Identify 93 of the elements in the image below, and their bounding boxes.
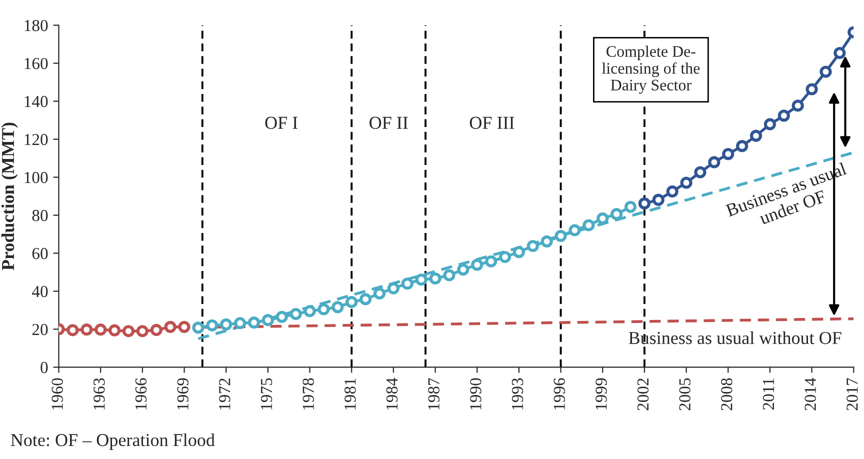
x-tick-label: 2017: [846, 378, 858, 410]
point: [290, 308, 302, 320]
x-tick-label: 1987: [428, 378, 440, 410]
annotation: OF III: [470, 116, 514, 129]
point: [457, 264, 470, 276]
point: [164, 320, 176, 333]
y-tick-label: 0: [40, 362, 48, 374]
y-tick-label: 180: [24, 20, 48, 32]
point: [624, 200, 637, 213]
x-tick-label: 1975: [260, 378, 272, 410]
point: [485, 255, 498, 268]
x-tick-label: 1981: [344, 378, 356, 410]
point: [304, 305, 316, 318]
point: [610, 208, 623, 220]
point: [108, 324, 121, 336]
point: [540, 235, 553, 248]
point: [708, 156, 720, 168]
point: [722, 148, 734, 160]
y-tick-label: 140: [24, 96, 48, 108]
y-tick-label: 20: [32, 324, 48, 336]
point: [582, 219, 595, 232]
point: [834, 46, 846, 60]
point: [401, 278, 414, 290]
x-tick-label: 2002: [637, 378, 649, 410]
point: [234, 317, 246, 330]
text: Note: OF – Operation Flood: [10, 433, 215, 450]
y-tick-label: 40: [32, 286, 48, 298]
y-tick-label: 100: [24, 172, 48, 184]
point: [764, 118, 776, 130]
point: [192, 322, 204, 334]
point: [346, 296, 358, 308]
y-tick-label: 80: [32, 210, 48, 222]
point: [248, 316, 260, 329]
point: [498, 250, 512, 264]
point: [387, 282, 400, 294]
point: [443, 269, 456, 282]
annotation: OF II: [370, 116, 408, 129]
annotation: Complete De- licensing of the Dairy Sector: [602, 46, 700, 94]
point: [136, 325, 148, 338]
point: [680, 176, 692, 189]
point: [778, 110, 790, 122]
y-tick-label: 160: [24, 58, 48, 70]
point: [666, 185, 678, 198]
point: [318, 303, 330, 316]
point: [568, 224, 581, 236]
x-tick-label: 1978: [302, 378, 314, 410]
point: [66, 324, 79, 336]
point: [206, 319, 218, 332]
point: [652, 194, 664, 206]
point: [526, 240, 539, 252]
point: [750, 130, 762, 142]
x-tick-label: 1969: [177, 378, 188, 410]
y-tick-label: 60: [32, 248, 48, 260]
x-tick-label: 2008: [721, 378, 732, 410]
point: [694, 166, 706, 178]
x-tick-label: 2014: [804, 378, 816, 410]
point: [736, 140, 748, 152]
point: [80, 324, 93, 336]
point: [512, 246, 525, 258]
x-tick-label: 2005: [679, 378, 690, 410]
annotation: Business as usual under OF: [725, 162, 848, 225]
x-tick-label: 1960: [52, 378, 63, 410]
y-axis-title: Production (MMT): [1, 122, 18, 270]
point: [262, 314, 274, 326]
point: [792, 100, 804, 112]
x-tick-label: 1984: [386, 378, 398, 410]
point: [373, 287, 386, 300]
point: [178, 320, 190, 333]
annotation: OF I: [265, 116, 298, 129]
x-tick-label: 1990: [470, 378, 482, 410]
point: [122, 325, 135, 338]
x-tick-label: 2011: [762, 378, 774, 410]
point: [596, 212, 609, 224]
x-tick-label: 1966: [135, 378, 147, 410]
point: [638, 197, 650, 210]
point: [415, 274, 428, 286]
point: [360, 293, 372, 306]
point: [429, 272, 442, 285]
point: [276, 310, 288, 323]
x-tick-label: 1996: [554, 378, 565, 410]
point: [220, 318, 232, 330]
point: [806, 83, 818, 96]
y-tick-label: 120: [24, 134, 48, 146]
point: [820, 66, 832, 78]
x-tick-label: 1963: [94, 378, 105, 410]
point: [94, 324, 107, 336]
x-tick-label: 1999: [596, 378, 607, 410]
point: [150, 324, 162, 336]
x-tick-label: 1993: [512, 378, 524, 410]
point: [332, 301, 344, 314]
point: [554, 230, 567, 242]
x-tick-label: 1972: [219, 378, 230, 410]
point: [471, 258, 484, 271]
